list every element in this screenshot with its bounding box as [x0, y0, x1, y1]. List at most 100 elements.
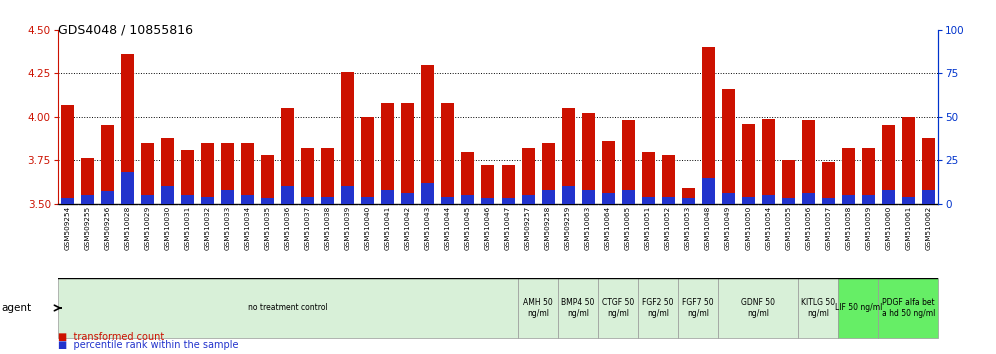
Bar: [401, 193, 414, 204]
Bar: [622, 190, 634, 204]
Bar: [362, 117, 374, 204]
Bar: [558, 278, 598, 338]
Bar: [661, 155, 674, 204]
Text: FGF2 50
ng/ml: FGF2 50 ng/ml: [642, 298, 674, 318]
Bar: [782, 198, 795, 204]
Bar: [901, 196, 914, 204]
Bar: [602, 141, 615, 204]
Text: GSM510050: GSM510050: [745, 206, 751, 250]
Bar: [282, 186, 295, 204]
Bar: [342, 72, 355, 204]
Bar: [322, 148, 335, 204]
Bar: [441, 196, 454, 204]
Text: GSM510028: GSM510028: [124, 206, 130, 250]
Bar: [362, 196, 374, 204]
Text: GSM510062: GSM510062: [925, 206, 931, 250]
Bar: [839, 278, 878, 338]
Text: GDNF 50
ng/ml: GDNF 50 ng/ml: [741, 298, 775, 318]
Text: GSM510048: GSM510048: [705, 206, 711, 250]
Bar: [161, 186, 174, 204]
Bar: [701, 47, 714, 204]
Bar: [822, 198, 835, 204]
Bar: [681, 188, 694, 204]
Text: CTGF 50
ng/ml: CTGF 50 ng/ml: [602, 298, 634, 318]
Bar: [102, 125, 115, 204]
Text: GSM510063: GSM510063: [585, 206, 591, 250]
Bar: [381, 103, 394, 204]
Text: GSM510046: GSM510046: [485, 206, 491, 250]
Text: GSM510065: GSM510065: [625, 206, 631, 250]
Text: GSM510049: GSM510049: [725, 206, 731, 250]
Bar: [261, 198, 274, 204]
Bar: [822, 162, 835, 204]
Text: GSM510051: GSM510051: [645, 206, 651, 250]
Bar: [241, 195, 254, 204]
Bar: [122, 55, 134, 204]
Bar: [842, 148, 855, 204]
Bar: [82, 195, 95, 204]
Bar: [641, 196, 654, 204]
Bar: [201, 143, 214, 204]
Bar: [241, 143, 254, 204]
Text: GSM510039: GSM510039: [345, 206, 351, 250]
Bar: [181, 150, 194, 204]
Bar: [522, 195, 535, 204]
Bar: [58, 278, 518, 338]
Bar: [582, 190, 595, 204]
Text: GSM510054: GSM510054: [765, 206, 771, 250]
Text: GSM510059: GSM510059: [866, 206, 872, 250]
Bar: [782, 160, 795, 204]
Bar: [762, 119, 775, 204]
Bar: [862, 195, 874, 204]
Text: PDGF alfa bet
a hd 50 ng/ml: PDGF alfa bet a hd 50 ng/ml: [881, 298, 935, 318]
Text: GSM510060: GSM510060: [885, 206, 891, 250]
Bar: [878, 278, 938, 338]
Bar: [181, 195, 194, 204]
Bar: [641, 152, 654, 204]
Text: GSM509255: GSM509255: [85, 206, 91, 250]
Bar: [622, 120, 634, 204]
Text: GSM510043: GSM510043: [425, 206, 431, 250]
Text: GSM510064: GSM510064: [605, 206, 612, 250]
Bar: [161, 138, 174, 204]
Bar: [141, 143, 154, 204]
Text: GSM510045: GSM510045: [465, 206, 471, 250]
Bar: [762, 195, 775, 204]
Bar: [701, 178, 714, 204]
Bar: [522, 148, 535, 204]
Bar: [62, 198, 75, 204]
Text: GSM510034: GSM510034: [245, 206, 251, 250]
Bar: [602, 193, 615, 204]
Text: no treatment control: no treatment control: [248, 303, 328, 313]
Text: GSM510040: GSM510040: [365, 206, 371, 250]
Bar: [62, 105, 75, 204]
Bar: [221, 190, 234, 204]
Text: agent: agent: [1, 303, 31, 313]
Bar: [461, 195, 474, 204]
Bar: [842, 195, 855, 204]
Text: GSM509258: GSM509258: [545, 206, 551, 250]
Text: GSM510058: GSM510058: [846, 206, 852, 250]
Bar: [802, 193, 815, 204]
Text: GSM510042: GSM510042: [405, 206, 411, 250]
Text: GSM509259: GSM509259: [565, 206, 571, 250]
Text: GSM509254: GSM509254: [65, 206, 71, 250]
Bar: [481, 198, 494, 204]
Text: AMH 50
ng/ml: AMH 50 ng/ml: [523, 298, 553, 318]
Text: GSM510030: GSM510030: [164, 206, 171, 250]
Bar: [862, 148, 874, 204]
Bar: [421, 183, 434, 204]
Bar: [342, 186, 355, 204]
Bar: [82, 159, 95, 204]
Bar: [722, 89, 735, 204]
Text: GSM510044: GSM510044: [445, 206, 451, 250]
Text: GSM510056: GSM510056: [805, 206, 811, 250]
Bar: [518, 278, 558, 338]
Text: GSM510053: GSM510053: [685, 206, 691, 250]
Text: GSM510061: GSM510061: [905, 206, 911, 250]
Bar: [122, 172, 134, 204]
Bar: [542, 143, 555, 204]
Bar: [322, 196, 335, 204]
Text: GDS4048 / 10855816: GDS4048 / 10855816: [58, 23, 193, 36]
Bar: [638, 278, 678, 338]
